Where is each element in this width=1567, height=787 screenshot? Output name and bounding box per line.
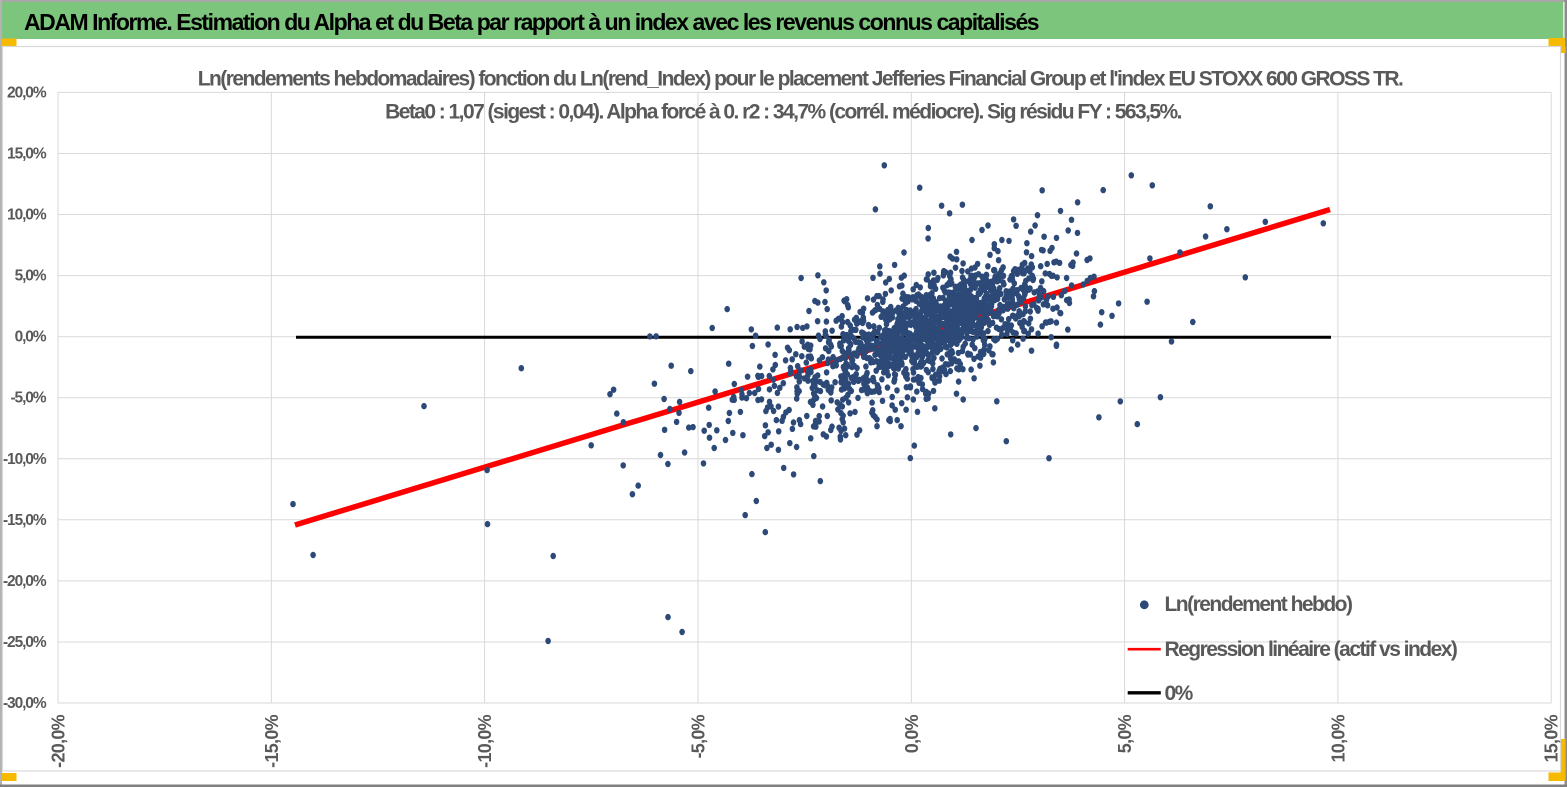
svg-text:-20,0%: -20,0% [49, 714, 69, 768]
svg-text:-5,0%: -5,0% [11, 390, 47, 407]
svg-text:10,0%: 10,0% [1328, 714, 1348, 762]
svg-text:5,0%: 5,0% [15, 268, 47, 285]
svg-text:-25,0%: -25,0% [3, 634, 47, 651]
svg-text:15,0%: 15,0% [1542, 714, 1562, 762]
svg-text:-5,0%: -5,0% [689, 714, 709, 758]
svg-text:-10,0%: -10,0% [475, 714, 495, 768]
svg-text:-10,0%: -10,0% [3, 451, 47, 468]
svg-text:10,0%: 10,0% [7, 207, 47, 224]
svg-text:0%: 0% [1165, 682, 1194, 705]
svg-text:Ln(rendements hebdomadaires) f: Ln(rendements hebdomadaires) fonction du… [198, 68, 1403, 91]
svg-text:20,0%: 20,0% [7, 84, 47, 101]
svg-text:0,0%: 0,0% [15, 329, 47, 346]
svg-text:5,0%: 5,0% [1115, 714, 1135, 753]
svg-text:-15,0%: -15,0% [3, 512, 47, 529]
svg-text:15,0%: 15,0% [7, 146, 47, 163]
svg-text:Ln(rendement hebdo): Ln(rendement hebdo) [1165, 593, 1352, 616]
svg-text:-15,0%: -15,0% [262, 714, 282, 768]
svg-text:ADAM Informe. Estimation du Al: ADAM Informe. Estimation du Alpha et du … [24, 9, 1039, 35]
svg-text:-20,0%: -20,0% [3, 573, 47, 590]
svg-text:0,0%: 0,0% [902, 714, 922, 753]
svg-text:Regression linéaire (actif vs: Regression linéaire (actif vs index) [1165, 638, 1457, 661]
svg-text:-30,0%: -30,0% [3, 695, 47, 712]
svg-text:Beta0 : 1,07 (sigest : 0,04).: Beta0 : 1,07 (sigest : 0,04). Alpha forc… [385, 101, 1182, 124]
